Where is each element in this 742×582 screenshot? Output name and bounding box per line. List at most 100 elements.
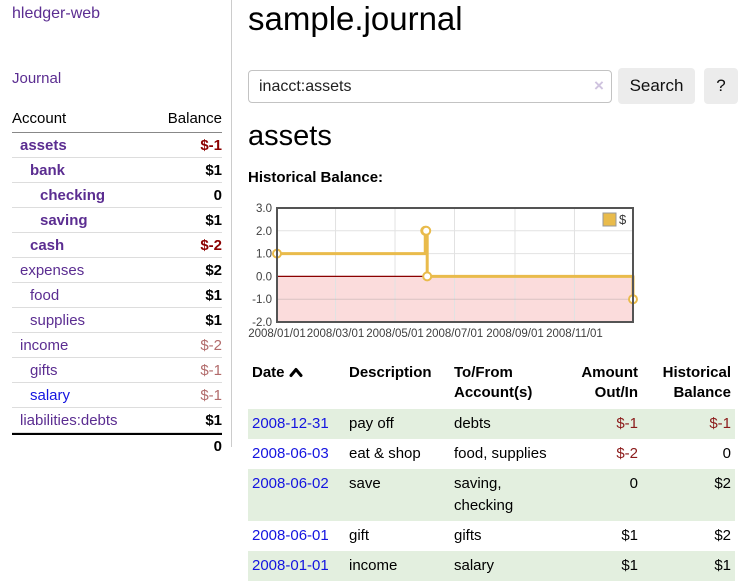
x-tick-label: 2008/01/01 (248, 328, 306, 340)
account-link[interactable]: saving (40, 211, 88, 229)
transaction-date-link[interactable]: 2008-12-31 (252, 415, 329, 432)
transaction-date-link[interactable]: 2008-01-01 (252, 557, 329, 574)
search-button[interactable]: Search (618, 68, 695, 104)
account-balance: $2 (205, 261, 222, 279)
y-tick-label: 2.0 (256, 226, 272, 238)
account-link[interactable]: expenses (20, 261, 85, 279)
account-link[interactable]: supplies (30, 311, 86, 329)
sidebar-item-bank[interactable]: bank $1 (12, 158, 222, 183)
app-brand-link[interactable]: hledger-web (12, 5, 101, 22)
chart-title: Historical Balance: (248, 169, 384, 186)
transaction-date-link[interactable]: 2008-06-03 (252, 445, 329, 462)
sidebar-item-food[interactable]: food $1 (12, 283, 222, 308)
transaction-balance: 0 (722, 445, 731, 462)
account-link[interactable]: liabilities:debts (20, 411, 118, 429)
y-tick-label: -2.0 (252, 317, 272, 329)
balance-column-header: Balance (167, 110, 222, 127)
transaction-amount: $-2 (616, 445, 638, 462)
transaction-amount: $1 (621, 527, 638, 544)
transaction-description: pay off (349, 415, 394, 432)
transaction-balance: $1 (714, 557, 731, 574)
help-button[interactable]: ? (704, 68, 738, 104)
transaction-accounts: food, supplies (454, 445, 547, 462)
account-link[interactable]: food (30, 286, 60, 304)
search-form: × Search ? (248, 68, 742, 104)
journal-nav-link[interactable]: Journal (12, 70, 62, 87)
table-row: 2008-12-31 pay off debts $-1 $-1 (248, 409, 735, 439)
transaction-date-link[interactable]: 2008-06-02 (252, 475, 329, 492)
account-balance: $1 (205, 411, 222, 429)
account-link[interactable]: assets (20, 136, 67, 154)
data-point[interactable] (421, 225, 432, 236)
account-balance: $1 (205, 161, 222, 179)
y-tick-label: 1.0 (256, 249, 272, 261)
x-tick-label: 2008/11/01 (546, 328, 603, 340)
transaction-accounts: saving, checking (454, 475, 514, 514)
main-content: sample.journal × Search ? assets Histori… (240, 0, 742, 582)
sidebar-item-cash[interactable]: cash $-2 (12, 233, 222, 258)
account-link[interactable]: bank (30, 161, 66, 179)
table-row: 2008-06-03 eat & shop food, supplies $-2… (248, 439, 735, 469)
account-link[interactable]: cash (30, 236, 65, 254)
sidebar-item-gifts[interactable]: gifts $-1 (12, 358, 222, 383)
y-tick-label: 3.0 (256, 203, 272, 215)
account-balance: $-2 (200, 236, 222, 254)
page-title: sample.journal (248, 0, 463, 37)
transaction-balance: $2 (714, 475, 731, 492)
accounts-total-row: 0 (12, 433, 222, 458)
x-tick-label: 2008/03/01 (307, 328, 365, 340)
sidebar-item-saving[interactable]: saving $1 (12, 208, 222, 233)
clear-search-icon[interactable]: × (594, 76, 604, 95)
sidebar-item-income[interactable]: income $-2 (12, 333, 222, 358)
sidebar-item-checking[interactable]: checking 0 (12, 183, 222, 208)
account-link[interactable]: salary (30, 386, 71, 404)
x-tick-label: 2008/07/01 (426, 328, 484, 340)
table-row: 2008-06-01 gift gifts $1 $2 (248, 521, 735, 551)
transaction-amount: $1 (621, 557, 638, 574)
sidebar-item-assets[interactable]: assets $-1 (12, 133, 222, 158)
account-balance: $1 (205, 311, 222, 329)
register-table: Date Description To/From Account(s) Amou… (248, 360, 735, 581)
legend-swatch (602, 212, 617, 227)
account-balance: $1 (205, 286, 222, 304)
sidebar-item-salary[interactable]: salary $-1 (12, 383, 222, 408)
transaction-date-link[interactable]: 2008-06-01 (252, 527, 329, 544)
legend-label: $ (619, 212, 627, 227)
x-tick-label: 2008/09/01 (486, 328, 544, 340)
sidebar-item-liabilities-debts[interactable]: liabilities:debts $1 (12, 408, 222, 433)
account-link[interactable]: income (20, 336, 69, 354)
transaction-balance: $2 (714, 527, 731, 544)
account-balance: $-1 (200, 386, 222, 404)
description-column-header: Description (349, 364, 432, 381)
date-column-header[interactable]: Date (248, 360, 345, 409)
account-balance: $-1 (200, 136, 222, 154)
accounts-panel: Account Balance assets $-1 bank $1 check… (12, 106, 222, 458)
account-balance: 0 (213, 186, 222, 204)
account-balance: $-2 (200, 336, 222, 354)
y-tick-label: -1.0 (252, 294, 272, 306)
transaction-accounts: debts (454, 415, 491, 432)
sidebar-item-supplies[interactable]: supplies $1 (12, 308, 222, 333)
accounts-total: 0 (213, 438, 222, 455)
balance-column-header: Historical Balance (662, 364, 731, 401)
transaction-accounts: gifts (454, 527, 482, 544)
y-tick-label: 0.0 (256, 271, 272, 283)
account-balance: $-1 (200, 361, 222, 379)
account-link[interactable]: checking (40, 186, 106, 204)
sort-ascending-icon[interactable] (289, 364, 303, 384)
x-tick-label: 2008/05/01 (366, 328, 424, 340)
account-link[interactable]: gifts (30, 361, 58, 379)
account-balance: $1 (205, 211, 222, 229)
sidebar-item-expenses[interactable]: expenses $2 (12, 258, 222, 283)
transaction-amount: 0 (629, 475, 638, 492)
accounts-column-header: To/From Account(s) (454, 364, 533, 401)
sidebar: hledger-web Journal Account Balance asse… (0, 0, 232, 455)
data-point[interactable] (422, 271, 433, 282)
transaction-description: income (349, 557, 398, 574)
transaction-description: save (349, 475, 381, 492)
search-input[interactable] (248, 70, 612, 103)
account-column-header: Account (12, 110, 67, 127)
account-heading: assets (248, 120, 332, 152)
